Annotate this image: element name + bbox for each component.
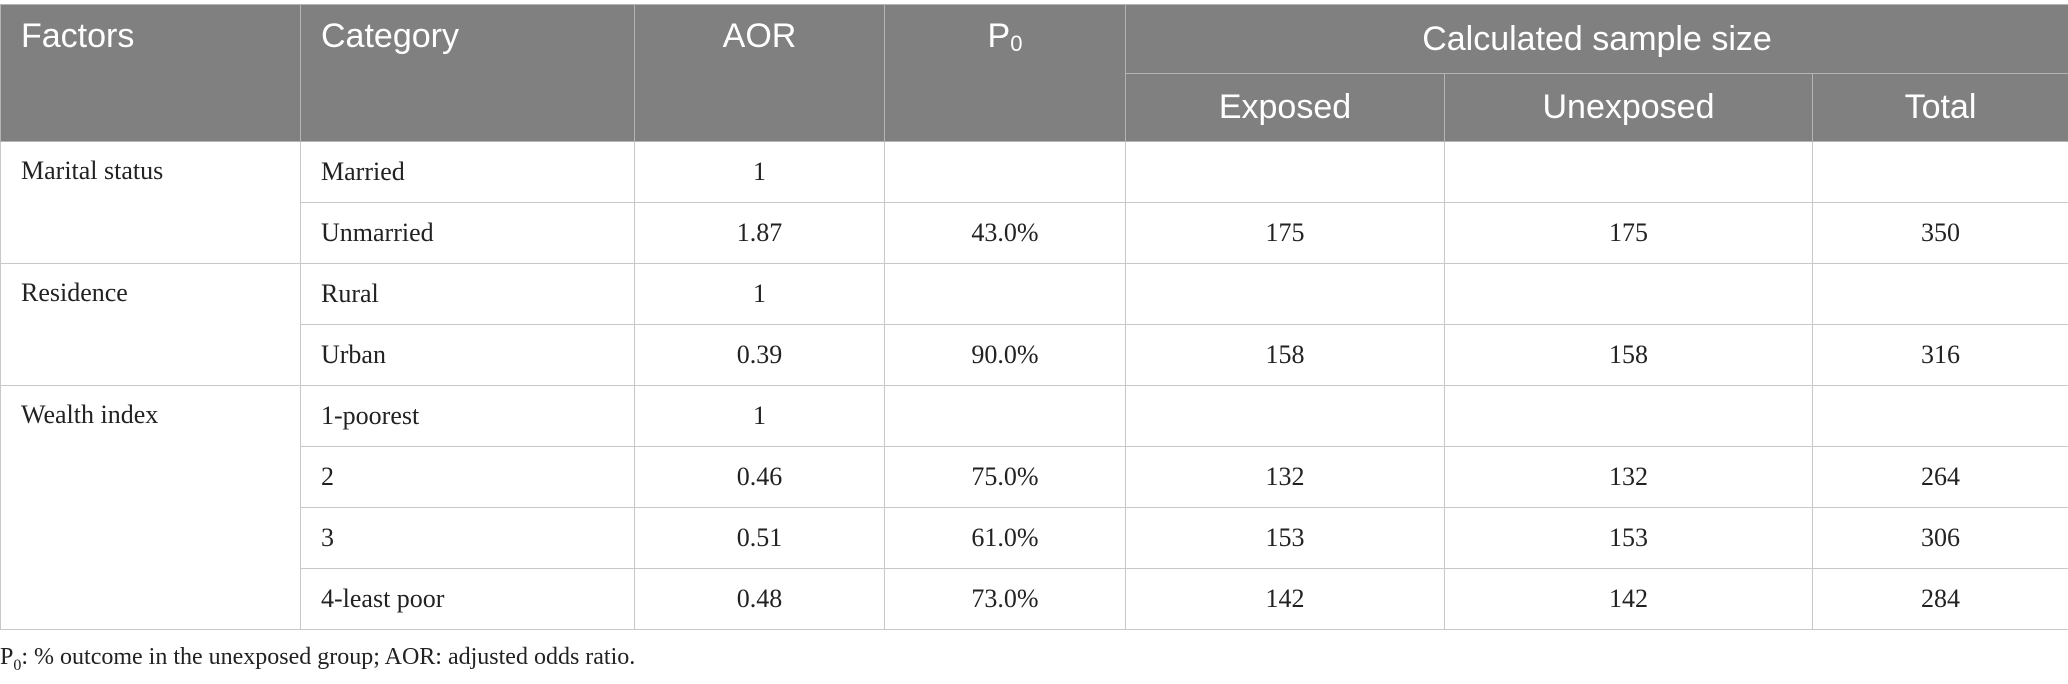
header-category: Category [300,4,635,142]
unexposed-cell: 158 [1444,324,1813,386]
table-row: Wealth index 1-poorest 1 [0,385,2068,630]
footnote-p-sub: 0 [13,656,22,674]
total-cell [1812,263,2068,325]
exposed-cell: 132 [1125,446,1445,508]
header-calculated-sample-size: Calculated sample size [1125,4,2068,74]
unexposed-cell: 132 [1444,446,1813,508]
header-exposed: Exposed [1125,73,1445,142]
p0-cell: 73.0% [884,568,1126,630]
category-cell: 2 [300,446,635,508]
table-row: 3 0.51 61.0% 153 153 306 [1,507,2068,569]
total-cell: 284 [1812,568,2068,630]
total-cell: 306 [1812,507,2068,569]
exposed-cell [1125,263,1445,325]
p0-cell [884,141,1126,203]
aor-cell: 1 [634,385,885,447]
aor-cell: 0.39 [634,324,885,386]
category-cell: Urban [300,324,635,386]
p0-cell: 61.0% [884,507,1126,569]
aor-cell: 0.46 [634,446,885,508]
category-cell: 3 [300,507,635,569]
exposed-cell: 142 [1125,568,1445,630]
unexposed-cell [1444,263,1813,325]
unexposed-cell: 142 [1444,568,1813,630]
p0-cell: 75.0% [884,446,1126,508]
aor-cell: 1 [634,141,885,203]
aor-cell: 0.48 [634,568,885,630]
total-cell: 264 [1812,446,2068,508]
header-total: Total [1812,73,2068,142]
header-p0-sub: 0 [1010,31,1023,56]
table-row: 2 0.46 75.0% 132 132 264 [1,446,2068,508]
total-cell [1812,385,2068,447]
p0-cell: 90.0% [884,324,1126,386]
table-row: Urban 0.39 90.0% 158 158 316 [1,324,2068,386]
header-p0: P0 [884,4,1126,142]
table-row: Residence Rural 1 [0,263,2068,386]
exposed-cell: 175 [1125,202,1445,264]
exposed-cell [1125,141,1445,203]
p0-cell [884,385,1126,447]
p0-cell: 43.0% [884,202,1126,264]
aor-cell: 0.51 [634,507,885,569]
table-row: 4-least poor 0.48 73.0% 142 142 284 [1,568,2068,630]
table-header: Factors Category AOR P0 Calculated sampl… [0,4,2068,142]
header-unexposed: Unexposed [1444,73,1813,142]
total-cell: 350 [1812,202,2068,264]
header-aor: AOR [634,4,885,142]
footnote-p-main: P [0,644,14,670]
factor-cell: Residence [0,263,301,386]
aor-cell: 1.87 [634,202,885,264]
table-container: Factors Category AOR P0 Calculated sampl… [0,4,2068,630]
table-body: Marital status Married 1 Unmarried 1.87 43.0%… [0,141,2068,630]
category-cell: Married [300,141,635,203]
footnote-text: : % outcome in the unexposed group; AOR:… [21,644,636,670]
factor-cell: Marital status [0,141,301,264]
aor-cell: 1 [634,263,885,325]
category-cell: 4-least poor [300,568,635,630]
table-footnote: P0: % outcome in the unexposed group; AO… [0,644,635,675]
table-row: Unmarried 1.87 43.0% 175 175 350 [1,202,2068,264]
category-cell: Rural [300,263,635,325]
category-cell: Unmarried [300,202,635,264]
exposed-cell: 153 [1125,507,1445,569]
factor-cell: Wealth index [0,385,301,630]
unexposed-cell: 175 [1444,202,1813,264]
header-p0-main: P [987,17,1011,55]
unexposed-cell [1444,385,1813,447]
sample-size-table: Factors Category AOR P0 Calculated sampl… [0,4,2068,630]
exposed-cell [1125,385,1445,447]
total-cell: 316 [1812,324,2068,386]
header-factors: Factors [0,4,301,142]
p0-cell [884,263,1126,325]
table-row: Marital status Married 1 [0,141,2068,264]
total-cell [1812,141,2068,203]
category-cell: 1-poorest [300,385,635,447]
unexposed-cell: 153 [1444,507,1813,569]
unexposed-cell [1444,141,1813,203]
exposed-cell: 158 [1125,324,1445,386]
